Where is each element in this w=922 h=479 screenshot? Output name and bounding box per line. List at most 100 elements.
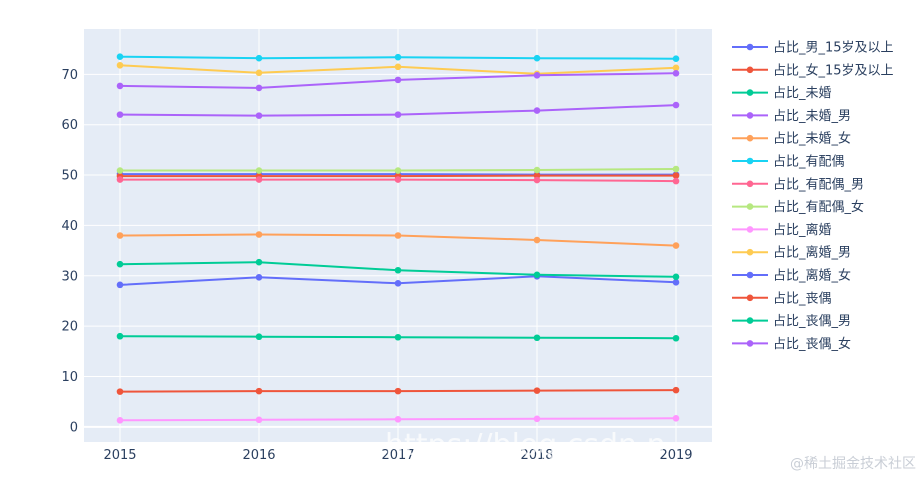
data-point[interactable] bbox=[533, 166, 541, 174]
data-point[interactable] bbox=[672, 242, 680, 249]
legend-item[interactable]: 占比_丧偶 bbox=[732, 291, 832, 306]
legend-item[interactable]: 占比_离婚_男 bbox=[732, 245, 851, 261]
data-point[interactable] bbox=[116, 232, 124, 239]
series-5 bbox=[116, 53, 680, 63]
data-point[interactable] bbox=[255, 231, 263, 238]
legend-item[interactable]: 占比_未婚 bbox=[732, 86, 832, 101]
data-point[interactable] bbox=[116, 111, 124, 118]
legend-item[interactable]: 占比_有配偶_男 bbox=[732, 177, 864, 192]
data-point[interactable] bbox=[116, 388, 124, 395]
data-point[interactable] bbox=[533, 271, 541, 279]
data-point[interactable] bbox=[116, 61, 124, 69]
legend-label: 占比_有配偶_女 bbox=[773, 199, 864, 215]
watermark-url: https://blog.csdn.n bbox=[385, 428, 666, 463]
data-point[interactable] bbox=[394, 266, 402, 274]
series-2 bbox=[116, 332, 680, 342]
data-point[interactable] bbox=[255, 416, 263, 424]
data-point[interactable] bbox=[394, 333, 402, 341]
data-point[interactable] bbox=[672, 273, 680, 281]
series-layer bbox=[116, 53, 680, 424]
data-point[interactable] bbox=[672, 334, 680, 342]
data-point[interactable] bbox=[533, 334, 541, 342]
data-point[interactable] bbox=[533, 107, 541, 114]
data-point[interactable] bbox=[255, 167, 263, 174]
data-point[interactable] bbox=[394, 76, 402, 84]
data-point[interactable] bbox=[116, 417, 124, 424]
y-tick-label: 60 bbox=[61, 118, 78, 133]
data-point[interactable] bbox=[255, 69, 263, 77]
data-point[interactable] bbox=[116, 82, 124, 90]
data-point[interactable] bbox=[394, 280, 402, 287]
data-point[interactable] bbox=[394, 111, 402, 118]
data-point[interactable] bbox=[394, 416, 402, 423]
y-tick-label: 30 bbox=[61, 269, 78, 284]
data-point[interactable] bbox=[533, 387, 541, 394]
legend-swatch-marker bbox=[746, 157, 754, 165]
legend-item[interactable]: 占比_丧偶_男 bbox=[732, 314, 851, 329]
data-point[interactable] bbox=[116, 260, 124, 268]
data-point[interactable] bbox=[672, 165, 680, 173]
data-point[interactable] bbox=[255, 84, 263, 92]
legend-label: 占比_丧偶 bbox=[773, 291, 832, 306]
data-point[interactable] bbox=[672, 64, 680, 72]
data-point[interactable] bbox=[533, 415, 541, 423]
data-point[interactable] bbox=[116, 281, 124, 289]
data-point[interactable] bbox=[255, 387, 263, 395]
data-point[interactable] bbox=[255, 274, 263, 281]
data-point[interactable] bbox=[533, 72, 541, 79]
data-point[interactable] bbox=[533, 236, 541, 244]
legend[interactable]: 占比_男_15岁及以上占比_女_15岁及以上占比_未婚占比_未婚_男占比_未婚_… bbox=[732, 41, 894, 352]
data-point[interactable] bbox=[533, 172, 541, 179]
data-point[interactable] bbox=[116, 53, 124, 61]
x-axis-ticks: 2015 2016 2017 2018 2019 bbox=[103, 448, 692, 463]
legend-swatch-marker bbox=[746, 134, 754, 142]
data-point[interactable] bbox=[533, 176, 541, 184]
series-10 bbox=[116, 272, 680, 289]
legend-label: 占比_未婚_男 bbox=[773, 109, 851, 124]
legend-item[interactable]: 占比_男_15岁及以上 bbox=[732, 41, 894, 56]
data-point[interactable] bbox=[672, 70, 680, 77]
legend-label: 占比_离婚_女 bbox=[773, 268, 851, 284]
data-point[interactable] bbox=[672, 415, 680, 422]
data-point[interactable] bbox=[255, 258, 263, 266]
data-point[interactable] bbox=[394, 387, 402, 395]
legend-swatch-marker bbox=[746, 89, 754, 96]
legend-item[interactable]: 占比_有配偶 bbox=[732, 155, 845, 170]
legend-swatch-marker bbox=[746, 340, 754, 347]
data-point[interactable] bbox=[255, 54, 263, 62]
series-8 bbox=[116, 415, 680, 424]
data-point[interactable] bbox=[255, 112, 263, 119]
legend-label: 占比_丧偶_男 bbox=[773, 314, 851, 329]
data-point[interactable] bbox=[116, 332, 124, 340]
data-point[interactable] bbox=[255, 333, 263, 341]
data-point[interactable] bbox=[255, 176, 263, 183]
data-point[interactable] bbox=[533, 54, 541, 62]
y-tick-label: 40 bbox=[61, 219, 78, 234]
data-point[interactable] bbox=[116, 167, 124, 174]
legend-item[interactable]: 占比_丧偶_女 bbox=[732, 336, 851, 352]
legend-item[interactable]: 占比_离婚_女 bbox=[732, 268, 851, 284]
series-13 bbox=[116, 70, 680, 92]
y-tick-label: 10 bbox=[61, 370, 78, 385]
data-point[interactable] bbox=[672, 172, 680, 179]
data-point[interactable] bbox=[672, 55, 680, 63]
legend-item[interactable]: 占比_未婚_女 bbox=[732, 131, 851, 147]
legend-item[interactable]: 占比_离婚 bbox=[732, 222, 832, 238]
data-point[interactable] bbox=[394, 232, 402, 239]
data-point[interactable] bbox=[672, 386, 680, 394]
legend-item[interactable]: 占比_未婚_男 bbox=[732, 109, 851, 124]
data-point[interactable] bbox=[116, 176, 124, 183]
series-6 bbox=[116, 176, 680, 185]
legend-item[interactable]: 占比_女_15岁及以上 bbox=[732, 62, 894, 78]
legend-swatch-marker bbox=[746, 294, 754, 302]
y-tick-label: 20 bbox=[61, 320, 78, 335]
data-point[interactable] bbox=[394, 176, 402, 183]
data-point[interactable] bbox=[672, 279, 680, 286]
data-point[interactable] bbox=[394, 167, 402, 174]
data-point[interactable] bbox=[672, 177, 680, 185]
data-point[interactable] bbox=[394, 53, 402, 61]
data-point[interactable] bbox=[394, 63, 402, 71]
data-point[interactable] bbox=[672, 101, 680, 109]
series-7 bbox=[116, 165, 680, 174]
legend-item[interactable]: 占比_有配偶_女 bbox=[732, 199, 864, 215]
